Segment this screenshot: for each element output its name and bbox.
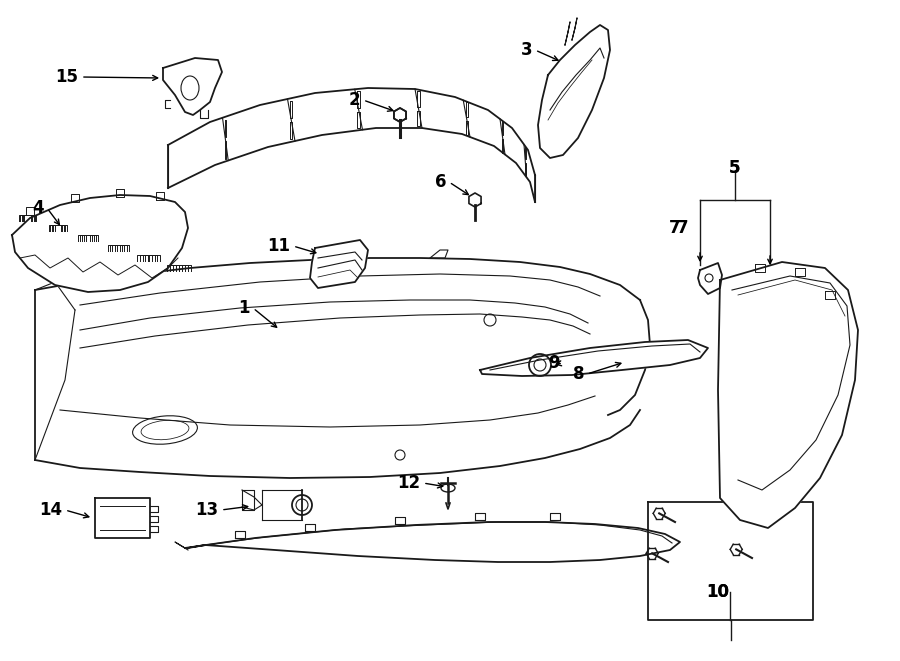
- Polygon shape: [163, 58, 222, 115]
- Text: 5: 5: [729, 159, 741, 177]
- Text: 10: 10: [706, 583, 730, 601]
- Polygon shape: [310, 240, 368, 288]
- Text: 4: 4: [32, 199, 44, 217]
- Text: 15: 15: [55, 68, 78, 86]
- Text: 13: 13: [195, 501, 218, 519]
- Polygon shape: [12, 195, 188, 292]
- Polygon shape: [394, 108, 406, 122]
- Text: 8: 8: [572, 365, 584, 383]
- Text: 7: 7: [669, 219, 680, 237]
- Text: 3: 3: [520, 41, 532, 59]
- Text: 6: 6: [435, 173, 446, 191]
- Polygon shape: [538, 25, 610, 158]
- Polygon shape: [469, 193, 482, 207]
- Text: 12: 12: [397, 474, 420, 492]
- Text: 11: 11: [267, 237, 290, 255]
- Text: 9: 9: [548, 354, 560, 372]
- Polygon shape: [480, 340, 708, 376]
- Text: 10: 10: [706, 583, 730, 601]
- Text: 7: 7: [677, 219, 688, 237]
- Text: 1: 1: [238, 299, 250, 317]
- Polygon shape: [718, 262, 858, 528]
- Text: 14: 14: [39, 501, 62, 519]
- Polygon shape: [698, 263, 722, 294]
- Text: 2: 2: [348, 91, 360, 109]
- Text: 5: 5: [729, 159, 741, 177]
